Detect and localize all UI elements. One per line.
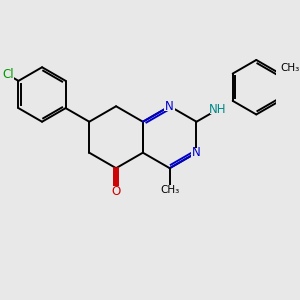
Bar <box>282 62 298 73</box>
Bar <box>2 70 14 80</box>
Bar <box>164 101 175 111</box>
Text: CH₃: CH₃ <box>160 185 179 195</box>
Bar <box>191 148 202 158</box>
Bar <box>210 104 226 115</box>
Text: N: N <box>192 146 201 159</box>
Text: N: N <box>165 100 174 113</box>
Bar <box>162 184 178 195</box>
Text: NH: NH <box>209 103 227 116</box>
Text: Cl: Cl <box>2 68 14 81</box>
Bar <box>111 186 121 196</box>
Text: CH₃: CH₃ <box>281 62 300 73</box>
Text: O: O <box>111 184 121 198</box>
